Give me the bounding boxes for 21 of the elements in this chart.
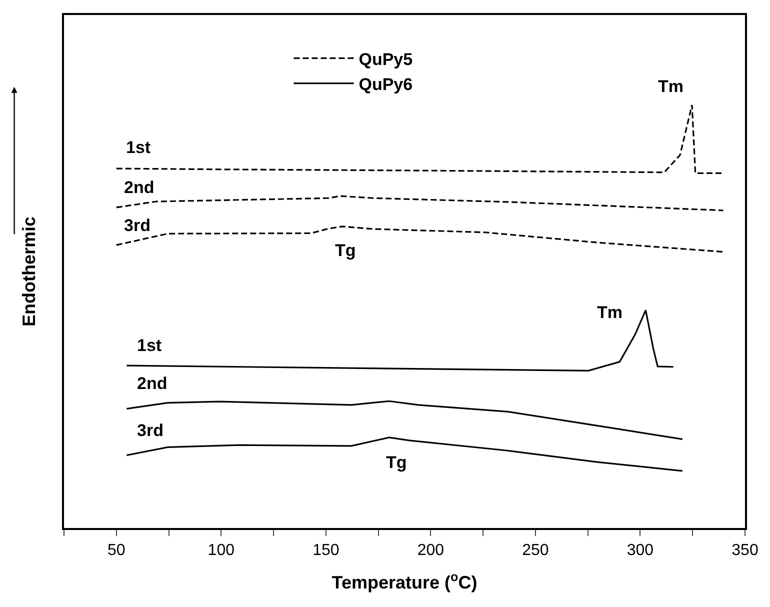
annotation: Tg <box>335 241 356 260</box>
x-tick-label: 50 <box>107 542 126 559</box>
x-tick-label: 150 <box>312 542 340 559</box>
x-tick-label: 200 <box>417 542 444 559</box>
x-axis-title: Temperature ($^{o}$C) <box>332 570 478 593</box>
annotation: 2nd <box>137 374 168 393</box>
annotation: 2nd <box>124 178 154 197</box>
x-tick-label: 100 <box>208 542 235 559</box>
x-tick-label: 250 <box>522 542 549 559</box>
annotation: Tg <box>386 453 407 472</box>
y-axis-title: Endothermic <box>18 216 39 327</box>
x-tick-label: 300 <box>626 542 654 559</box>
text: Tm <box>658 77 684 96</box>
annotation: 3rd <box>137 421 164 440</box>
annotation: Tm <box>597 303 622 322</box>
legend-label: QuPy6 <box>358 74 413 94</box>
x-tick-label: 350 <box>732 542 758 559</box>
annotation: 3rd <box>124 216 150 235</box>
annotation: 1st <box>137 336 162 355</box>
legend-label: QuPy5 <box>358 50 413 69</box>
annotation: 1st <box>126 138 151 157</box>
